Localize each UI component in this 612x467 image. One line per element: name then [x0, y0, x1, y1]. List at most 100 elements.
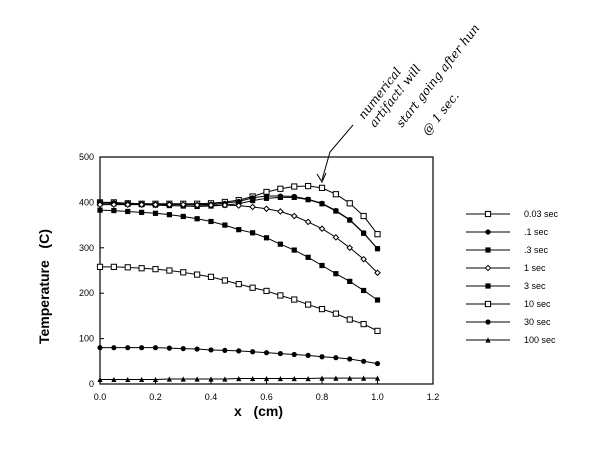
legend-label: 1 sec — [524, 263, 546, 273]
marker-filled-circle — [222, 347, 228, 354]
marker-filled-triangle — [291, 375, 297, 382]
legend-label: .1 sec — [524, 227, 549, 237]
marker-open-diamond — [221, 201, 229, 209]
marker-open-square — [221, 277, 228, 284]
marker-open-square — [484, 300, 492, 308]
marker-filled-circle — [305, 352, 311, 358]
marker-open-square — [180, 269, 187, 276]
x-axis-label: x (cm) — [234, 403, 283, 419]
marker-filled-square — [152, 210, 159, 216]
legend-label: 100 sec — [524, 335, 556, 345]
marker-filled-circle — [319, 354, 325, 360]
marker-open-diamond — [249, 203, 256, 211]
marker-open-diamond — [332, 234, 340, 241]
marker-open-square — [374, 327, 381, 334]
marker-filled-square — [305, 197, 311, 203]
marker-filled-triangle — [485, 337, 491, 343]
marker-open-diamond — [110, 201, 118, 208]
marker-open-square — [332, 310, 339, 317]
marker-filled-square — [180, 213, 186, 220]
marker-filled-square — [361, 230, 367, 236]
marker-filled-triangle — [208, 376, 214, 382]
series-100-sec — [97, 375, 381, 383]
marker-open-square — [166, 267, 173, 274]
marker-open-diamond — [96, 201, 104, 208]
marker-open-square — [152, 266, 159, 273]
legend-entry: .1 sec — [466, 227, 549, 237]
legend-entry: 3 sec — [466, 281, 546, 291]
marker-filled-triangle — [333, 375, 339, 381]
series-line — [100, 266, 378, 332]
marker-open-square — [318, 305, 326, 313]
marker-filled-square — [291, 247, 297, 253]
series-10-sec — [96, 263, 381, 334]
legend-label: .3 sec — [524, 245, 549, 255]
marker-open-diamond — [166, 201, 173, 208]
marker-open-diamond — [138, 201, 145, 208]
marker-filled-triangle — [374, 375, 381, 381]
marker-filled-square — [166, 212, 172, 218]
marker-open-diamond — [263, 205, 270, 213]
marker-filled-square — [277, 241, 283, 247]
marker-filled-square — [305, 254, 311, 260]
marker-filled-circle — [291, 351, 297, 358]
y-axis-label: Temperature (C) — [36, 229, 52, 344]
marker-open-square — [277, 185, 284, 192]
marker-open-diamond — [193, 201, 201, 209]
marker-filled-square — [194, 216, 200, 222]
marker-filled-circle — [194, 346, 200, 352]
y-tick-label: 400 — [79, 197, 94, 207]
marker-open-diamond — [484, 264, 492, 272]
marker-filled-circle — [166, 345, 172, 351]
marker-filled-square — [222, 222, 228, 228]
marker-filled-square — [263, 235, 270, 241]
marker-filled-circle — [208, 347, 214, 353]
marker-open-diamond — [124, 201, 132, 208]
legend-entry: 30 sec — [466, 317, 551, 327]
marker-open-diamond — [318, 225, 326, 233]
marker-open-diamond — [235, 202, 243, 209]
marker-open-square — [110, 263, 117, 270]
marker-filled-circle — [485, 319, 491, 325]
marker-open-square — [484, 210, 492, 218]
marker-filled-square — [250, 230, 256, 236]
marker-open-square — [207, 273, 215, 280]
marker-filled-circle — [361, 358, 367, 364]
marker-open-diamond — [346, 244, 354, 252]
marker-open-diamond — [290, 212, 298, 220]
marker-filled-square — [347, 217, 353, 223]
marker-filled-circle — [236, 348, 242, 354]
marker-filled-circle — [277, 350, 283, 357]
marker-open-square — [360, 212, 367, 220]
marker-filled-triangle — [319, 375, 325, 381]
marker-filled-square — [263, 195, 270, 201]
marker-filled-triangle — [347, 375, 353, 381]
marker-open-square — [138, 265, 145, 272]
marker-open-square — [305, 182, 312, 190]
marker-filled-circle — [139, 345, 145, 351]
series-3-sec — [97, 207, 381, 303]
marker-filled-square — [319, 262, 325, 269]
marker-filled-square — [319, 201, 325, 207]
x-tick-label: 1.0 — [371, 392, 384, 402]
marker-filled-circle — [263, 350, 270, 356]
x-tick-label: 0.4 — [205, 392, 218, 402]
series-1-sec — [96, 201, 381, 277]
marker-filled-circle — [250, 349, 256, 355]
marker-filled-triangle — [166, 376, 172, 382]
marker-filled-triangle — [361, 375, 367, 381]
marker-open-square — [124, 264, 131, 271]
marker-filled-circle — [125, 345, 131, 351]
marker-open-square — [346, 316, 353, 323]
legend-label: 0.03 sec — [524, 209, 559, 219]
marker-open-square — [305, 301, 312, 308]
marker-filled-square — [277, 194, 283, 201]
legend-entry: .3 sec — [466, 245, 549, 255]
marker-open-square — [235, 281, 242, 288]
marker-filled-triangle — [250, 375, 256, 382]
marker-filled-square — [374, 297, 381, 303]
marker-filled-square — [139, 209, 145, 215]
marker-open-diamond — [277, 208, 284, 215]
